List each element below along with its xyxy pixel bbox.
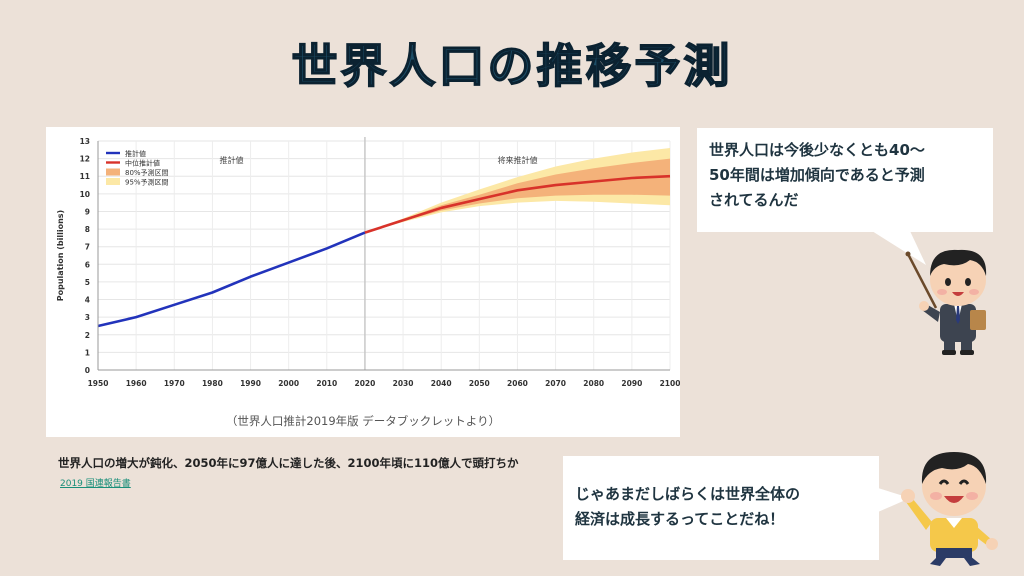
teacher-bubble-tail <box>872 231 926 265</box>
x-tick-label: 2080 <box>583 379 604 388</box>
student-cheering-icon <box>901 452 998 566</box>
chart-lines <box>97 174 671 328</box>
x-tick-label: 2050 <box>469 379 490 388</box>
y-tick-label: 5 <box>85 278 90 287</box>
chart-grid <box>97 137 671 371</box>
y-tick-label: 8 <box>85 225 90 234</box>
y-tick-label: 13 <box>80 137 90 146</box>
x-tick-label: 1990 <box>240 379 261 388</box>
y-tick-label: 10 <box>80 190 90 199</box>
y-tick-label: 11 <box>80 172 90 181</box>
x-tick-label: 1950 <box>88 379 109 388</box>
legend-label: 95%予測区間 <box>125 178 169 187</box>
teacher-pointing-icon <box>905 249 987 355</box>
y-tick-label: 12 <box>80 155 90 164</box>
x-tick-label: 2090 <box>621 379 642 388</box>
legend-swatch <box>106 168 120 176</box>
y-tick-label: 9 <box>85 207 90 216</box>
y-tick-label: 7 <box>85 243 90 252</box>
region-label: 推計値 <box>219 155 243 165</box>
x-tick-label: 1980 <box>202 379 223 388</box>
y-axis-label: Population (billions) <box>56 210 65 301</box>
region-label: 将来推計値 <box>497 155 537 165</box>
legend-label: 中位推計値 <box>125 159 160 168</box>
x-tick-label: 2070 <box>545 379 566 388</box>
x-tick-label: 2100 <box>660 379 680 388</box>
interval-80-band <box>364 158 670 233</box>
legend-label: 推計値 <box>125 149 146 158</box>
headline: 世界人口の増大が鈍化、2050年に97億人に達した後、2100年頃に110億人で… <box>58 456 519 470</box>
x-tick-label: 2020 <box>354 379 375 388</box>
x-tick-label: 2060 <box>507 379 528 388</box>
x-tick-label: 2040 <box>431 379 452 388</box>
x-tick-label: 2010 <box>316 379 337 388</box>
y-tick-label: 4 <box>85 296 90 305</box>
x-tick-label: 1970 <box>164 379 185 388</box>
y-tick-label: 3 <box>85 313 90 322</box>
student-speech-bubble: じゃあまだしばらくは世界全体の 経済は成長するってことだね！ <box>563 456 879 560</box>
source-link[interactable]: 2019 国連報告書 <box>60 479 131 489</box>
teacher-line-2: 50年間は増加傾向であると予測 <box>709 166 925 184</box>
y-tick-label: 0 <box>85 366 90 375</box>
estimate-series-line <box>97 231 366 328</box>
chart-caption: （世界人口推計2019年版 データブックレットより） <box>225 414 501 428</box>
x-tick-label: 2000 <box>278 379 299 388</box>
x-tick-label: 2030 <box>393 379 414 388</box>
student-bubble-tail <box>878 488 910 512</box>
y-tick-label: 1 <box>85 348 90 357</box>
y-tick-label: 2 <box>85 331 90 340</box>
student-line-1: じゃあまだしばらくは世界全体の <box>575 485 801 503</box>
student-line-2: 経済は成長するってことだね！ <box>575 510 785 528</box>
y-tick-label: 6 <box>85 260 90 269</box>
page-title: 世界人口の推移予測 <box>291 38 733 94</box>
legend-label: 80%予測区間 <box>125 168 169 177</box>
teacher-line-1: 世界人口は今後少なくとも40～ <box>709 141 925 159</box>
population-chart-panel: 推計値 将来推計値 0 1 2 3 4 5 6 7 8 9 10 11 12 13 1950 1960 1970 19… <box>46 127 680 437</box>
legend-swatch <box>106 178 120 185</box>
teacher-speech-bubble: 世界人口は今後少なくとも40～ 50年間は増加傾向であると予測 されてるんだ <box>697 128 993 232</box>
x-tick-label: 1960 <box>126 379 147 388</box>
teacher-line-3: されてるんだ <box>709 191 799 209</box>
median-projection-line <box>364 174 671 234</box>
